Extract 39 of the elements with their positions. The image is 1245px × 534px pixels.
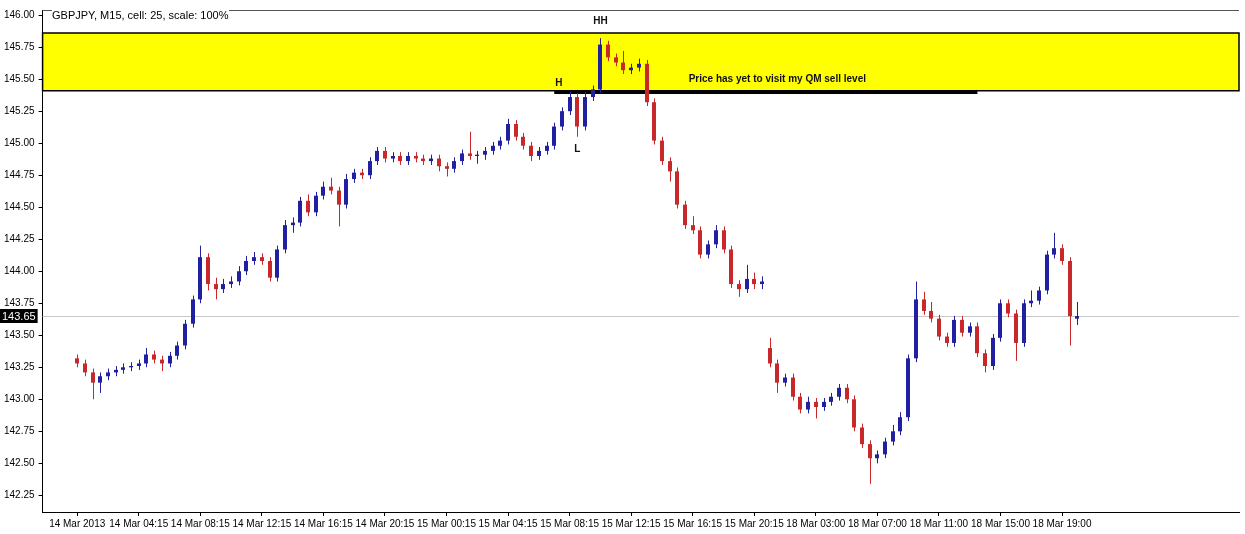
y-tick-label: 142.25 (3, 489, 36, 501)
y-tick-label: 143.75 (3, 297, 36, 309)
x-tick-label: 14 Mar 20:15 (355, 517, 415, 529)
annotation: HH (593, 15, 608, 27)
x-tick-label: 15 Mar 20:15 (724, 517, 785, 529)
x-tick-label: 14 Mar 16:15 (293, 517, 354, 529)
x-tick-label: 15 Mar 08:15 (540, 517, 600, 529)
y-tick-label: 144.50 (3, 200, 36, 212)
y-tick-label: 143.00 (3, 393, 36, 405)
x-tick-label: 15 Mar 00:15 (417, 517, 477, 529)
x-tick-label: 14 Mar 04:15 (109, 517, 169, 529)
y-tick-label: 142.50 (3, 457, 36, 469)
x-tick-label: 18 Mar 07:00 (847, 517, 908, 529)
annotation: L (574, 143, 581, 155)
x-tick-label: 18 Mar 11:00 (909, 517, 969, 529)
x-tick-label: 15 Mar 16:15 (663, 517, 723, 529)
x-tick-label: 18 Mar 15:00 (971, 517, 1031, 529)
x-tick-label: 15 Mar 04:15 (478, 517, 538, 529)
y-tick-label: 145.75 (3, 40, 36, 52)
x-tick-label: 18 Mar 03:00 (786, 517, 846, 529)
x-tick-label: 14 Mar 12:15 (232, 517, 292, 529)
y-tick-label: 142.75 (3, 425, 36, 437)
y-tick-label: 144.00 (3, 264, 36, 276)
annotation: Price has yet to visit my QM sell level (688, 72, 867, 84)
y-tick-label: 145.50 (3, 72, 36, 84)
y-tick-label: 143.50 (3, 329, 36, 341)
y-tick-label: 146.00 (3, 8, 36, 20)
ref-line-label: 143.65 (2, 309, 36, 322)
y-tick-label: 143.25 (3, 361, 36, 373)
x-tick-label: 14 Mar 08:15 (170, 517, 231, 529)
x-tick-label: 14 Mar 2013 (49, 517, 106, 529)
chart-title: GBPJPY, M15, cell: 25, scale: 100% (52, 9, 229, 21)
y-tick-label: 145.00 (3, 136, 36, 148)
y-tick-label: 144.25 (3, 232, 36, 244)
x-tick-label: 15 Mar 12:15 (601, 517, 662, 529)
x-tick-label: 18 Mar 19:00 (1032, 517, 1092, 529)
annotation: H (555, 76, 563, 88)
y-tick-label: 145.25 (3, 104, 36, 116)
y-tick-label: 144.75 (3, 168, 36, 180)
